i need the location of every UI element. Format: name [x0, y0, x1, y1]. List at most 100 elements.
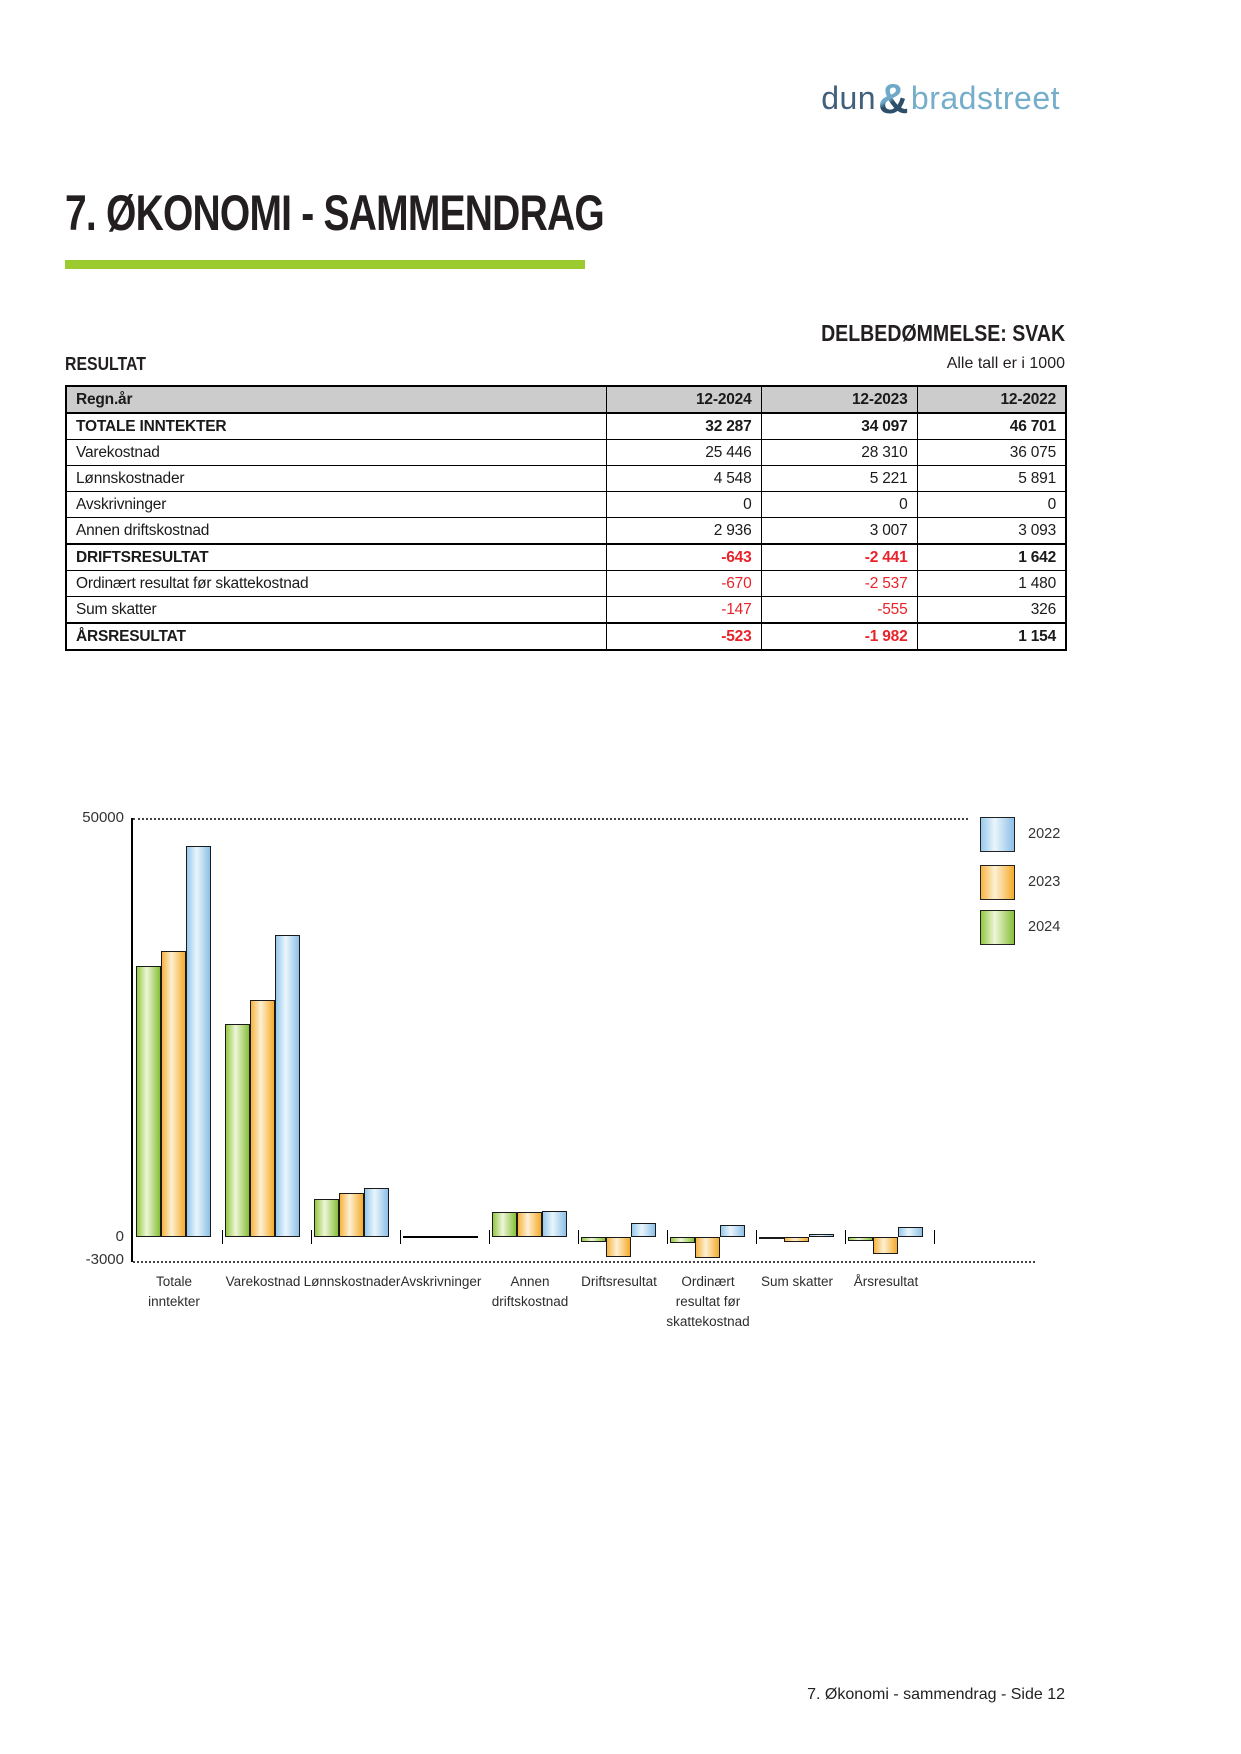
bar-2023-negative — [606, 1237, 631, 1257]
cell-value: -2 441 — [760, 543, 918, 571]
chart-y-axis — [131, 818, 133, 1262]
units-note: Alle tall er i 1000 — [946, 355, 1065, 372]
category-label: Annen driftskostnad — [491, 1274, 569, 1309]
financial-table-wrap: Regn.år 12-2024 12-2023 12-2022 TOTALE INNT… — [65, 385, 1067, 651]
cell-value: 5 891 — [916, 465, 1067, 492]
col-header-year: 12-2023 — [760, 385, 918, 414]
cell-value: 36 075 — [916, 439, 1067, 466]
bar-2024-zero — [403, 1236, 428, 1238]
bar-2022 — [809, 1234, 834, 1237]
row-label: DRIFTSRESULTAT — [65, 543, 607, 571]
legend-label-2023: 2023 — [1028, 874, 1061, 890]
y-tick-label: 0 — [115, 1228, 124, 1245]
bar-2024 — [314, 1199, 339, 1237]
baseline-tick — [845, 1230, 846, 1244]
col-header-label: Regn.år — [65, 385, 607, 414]
cell-value: 0 — [760, 491, 918, 518]
table-row: Ordinært resultat før skattekostnad -670-… — [65, 570, 1067, 597]
table-row: Varekostnad 25 446 28 310 36 075 — [65, 439, 1067, 466]
baseline-tick — [578, 1230, 579, 1244]
cell-value: 34 097 — [760, 412, 918, 440]
cell-value: 25 446 — [605, 439, 762, 466]
y-tick-label: -3000 — [85, 1251, 124, 1268]
cell-value: 28 310 — [760, 439, 918, 466]
table-row: Sum skatter -147 -555 326 — [65, 596, 1067, 624]
title-accent-bar — [65, 260, 585, 269]
cell-value: 32 287 — [605, 412, 762, 440]
financial-table: Regn.år 12-2024 12-2023 12-2022 TOTALE INNT… — [65, 385, 1067, 651]
cell-value: 2 936 — [605, 517, 762, 545]
category-label: Driftsresultat — [581, 1274, 657, 1289]
page-title: 7. ØKONOMI - SAMMENDRAG — [65, 185, 605, 241]
cell-value: 326 — [916, 596, 1067, 624]
bar-2024-negative — [848, 1237, 873, 1241]
bar-2023-negative — [873, 1237, 898, 1254]
assessment-heading: DELBEDØMMELSE: SVAK — [820, 320, 1065, 346]
table-header-row: Regn.år 12-2024 12-2023 12-2022 — [65, 385, 1067, 414]
cell-value: 3 093 — [916, 517, 1067, 545]
bar-2022 — [275, 935, 300, 1237]
logo-text-dun: dun — [821, 80, 877, 116]
row-label: TOTALE INNTEKTER — [65, 412, 607, 440]
chart-gridline-50000 — [133, 818, 968, 820]
bar-2024 — [136, 966, 161, 1237]
category-label: Sum skatter — [760, 1274, 834, 1289]
baseline-tick — [667, 1230, 668, 1244]
bar-2023 — [517, 1212, 542, 1237]
legend-swatch-2022 — [980, 817, 1015, 852]
cell-value: -523 — [605, 622, 762, 651]
bar-2022 — [186, 846, 211, 1237]
cell-value: -147 — [605, 596, 762, 624]
bar-2024-negative — [581, 1237, 606, 1242]
table-row: Annen driftskostnad 2 936 3 007 3 093 — [65, 517, 1067, 545]
category-label: Avskrivninger — [400, 1274, 482, 1289]
table-row: Lønnskostnader 4 548 5 221 5 891 — [65, 465, 1067, 492]
row-label: Varekostnad — [65, 439, 607, 466]
category-label: Ordinært resultat før skattekostnad — [666, 1274, 750, 1329]
footer-text: 7. Økonomi - sammendrag - Side 12 — [807, 1686, 1065, 1703]
cell-value: 1 154 — [916, 622, 1067, 651]
bar-2022 — [364, 1188, 389, 1237]
bar-2022 — [720, 1225, 745, 1237]
table-row: Avskrivninger 0 0 0 — [65, 491, 1067, 518]
cell-value: 46 701 — [916, 412, 1067, 440]
table-row: ÅRSRESULTAT -523 -1 982 1 154 — [65, 622, 1067, 651]
category-label: Årsresultat — [853, 1274, 919, 1289]
bar-2022-zero — [453, 1236, 478, 1238]
bar-2024-negative — [759, 1237, 784, 1239]
bar-2023-negative — [695, 1237, 720, 1258]
baseline-tick — [934, 1230, 935, 1244]
cell-value: 3 007 — [760, 517, 918, 545]
cell-value: -643 — [605, 543, 762, 571]
y-tick-label: 50000 — [82, 809, 124, 826]
bar-2023-negative — [784, 1237, 809, 1242]
bar-2022 — [542, 1211, 567, 1237]
section-heading-resultat: RESULTAT — [65, 354, 146, 374]
logo-text-bradstreet: bradstreet — [910, 80, 1060, 116]
bar-2022 — [631, 1223, 656, 1237]
bar-2023-zero — [428, 1236, 453, 1238]
cell-value: 1 642 — [916, 543, 1067, 571]
legend-label-2022: 2022 — [1028, 826, 1061, 842]
baseline-tick — [400, 1230, 401, 1244]
cell-value: -555 — [760, 596, 918, 624]
logo-ampersand-icon: & — [878, 75, 909, 122]
cell-value: 0 — [605, 491, 762, 518]
cell-value: -2 537 — [760, 570, 918, 597]
row-label: ÅRSRESULTAT — [65, 622, 607, 651]
row-label: Annen driftskostnad — [65, 517, 607, 545]
dnb-logo: dun&bradstreet — [821, 75, 1060, 122]
cell-value: 1 480 — [916, 570, 1067, 597]
cell-value: -670 — [605, 570, 762, 597]
baseline-tick — [311, 1230, 312, 1244]
baseline-tick — [222, 1230, 223, 1244]
results-bar-chart: 50000 0 -3000 Totale inntekter Varekostnad Løn… — [0, 740, 1241, 1350]
row-label: Ordinært resultat før skattekostnad — [65, 570, 607, 597]
col-header-year: 12-2022 — [916, 385, 1067, 414]
bar-2024-negative — [670, 1237, 695, 1243]
row-label: Avskrivninger — [65, 491, 607, 518]
legend-label-2024: 2024 — [1028, 919, 1061, 935]
bar-2024 — [492, 1212, 517, 1237]
table-row: TOTALE INNTEKTER 32 287 34 097 46 701 — [65, 412, 1067, 440]
